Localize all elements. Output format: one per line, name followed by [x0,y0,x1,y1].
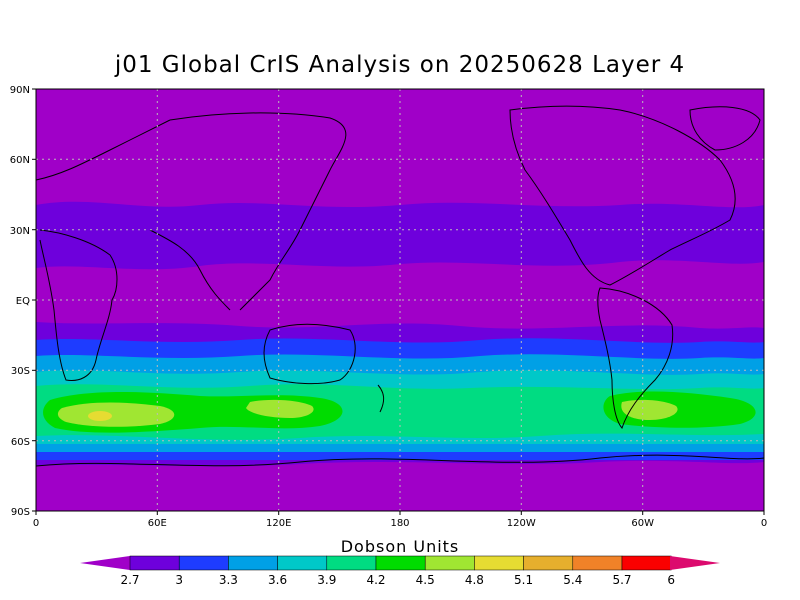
xlabel-60w: 60W [631,518,654,529]
colorbar-tick-label: 6 [667,573,675,587]
colorbar-tick-label: 4.2 [366,573,385,587]
colorbar-cell [228,555,278,571]
xlabel-180: 180 [390,518,409,529]
coast-north-america [509,105,736,286]
ylabel-90s: 90S [11,507,30,518]
ylabel-90n: 90N [10,85,30,96]
colorbar-cell [424,555,475,571]
xlabel-0-end: 0 [761,518,767,529]
ylabel-60n: 60N [10,155,30,166]
ylabel-60s: 60S [11,437,30,448]
xlabel-0: 0 [33,518,39,529]
colorbar-cell [129,555,180,571]
colorbar-cell [523,555,574,571]
colorbar-ticks: 2.7 3 3.3 3.6 3.9 4.2 4.5 4.8 5.1 5.4 5.7 6 [120,573,675,587]
colorbar-cells [129,555,672,571]
coast-antarctica [36,454,764,467]
tick-marks [32,88,765,515]
field-tropics [36,260,764,325]
heatmap-field [36,89,764,511]
ylabel-30s: 30S [11,366,30,377]
colorbar-cell [474,555,524,571]
field-max-3 [621,399,678,420]
colorbar-high-arrow [670,556,720,570]
colorbar-tick-label: 2.7 [120,573,139,587]
colorbar-tick-label: 4.5 [416,573,435,587]
coast-africa-europe [36,119,171,381]
colorbar-cell [572,555,623,571]
colorbar-tick-label: 3.9 [317,573,336,587]
field-north-polar [36,89,764,205]
colorbar-cell [375,555,426,571]
colorbar-tick-label: 5.4 [563,573,582,587]
colorbar-cell [277,555,328,571]
field-max-yellow [88,411,112,421]
colorbar-cell [326,555,377,571]
colorbar-cell [621,555,672,571]
coast-newzealand [377,384,385,413]
xlabel-60e: 60E [148,518,167,529]
xlabel-120w: 120W [507,518,536,529]
field-max-2 [246,399,314,418]
colorbar-cell [178,555,229,571]
colorbar-tick-label: 3.6 [268,573,287,587]
coast-south-america [597,287,674,429]
coast-asia [149,112,347,311]
colorbar: 2.7 3 3.3 3.6 3.9 4.2 4.5 4.8 5.1 5.4 5.7 6 [80,555,720,587]
colorbar-tick-label: 5.7 [612,573,631,587]
xlabel-120e: 120E [266,518,291,529]
colorbar-low-arrow [80,556,130,570]
colorbar-tick-label: 4.8 [465,573,484,587]
colorbar-title: Dobson Units [340,537,460,556]
colorbar-tick-label: 3 [175,573,183,587]
ylabel-eq: EQ [16,296,30,307]
coast-greenland [689,106,761,151]
colorbar-tick-label: 3.3 [219,573,238,587]
field-max-1 [57,402,175,427]
coastlines [36,105,764,467]
coast-australia [263,323,356,385]
colorbar-tick-label: 5.1 [514,573,533,587]
ylabel-30n: 30N [10,226,30,237]
chart-title: j01 Global CrIS Analysis on 20250628 Lay… [114,52,686,78]
graticule [36,89,764,511]
